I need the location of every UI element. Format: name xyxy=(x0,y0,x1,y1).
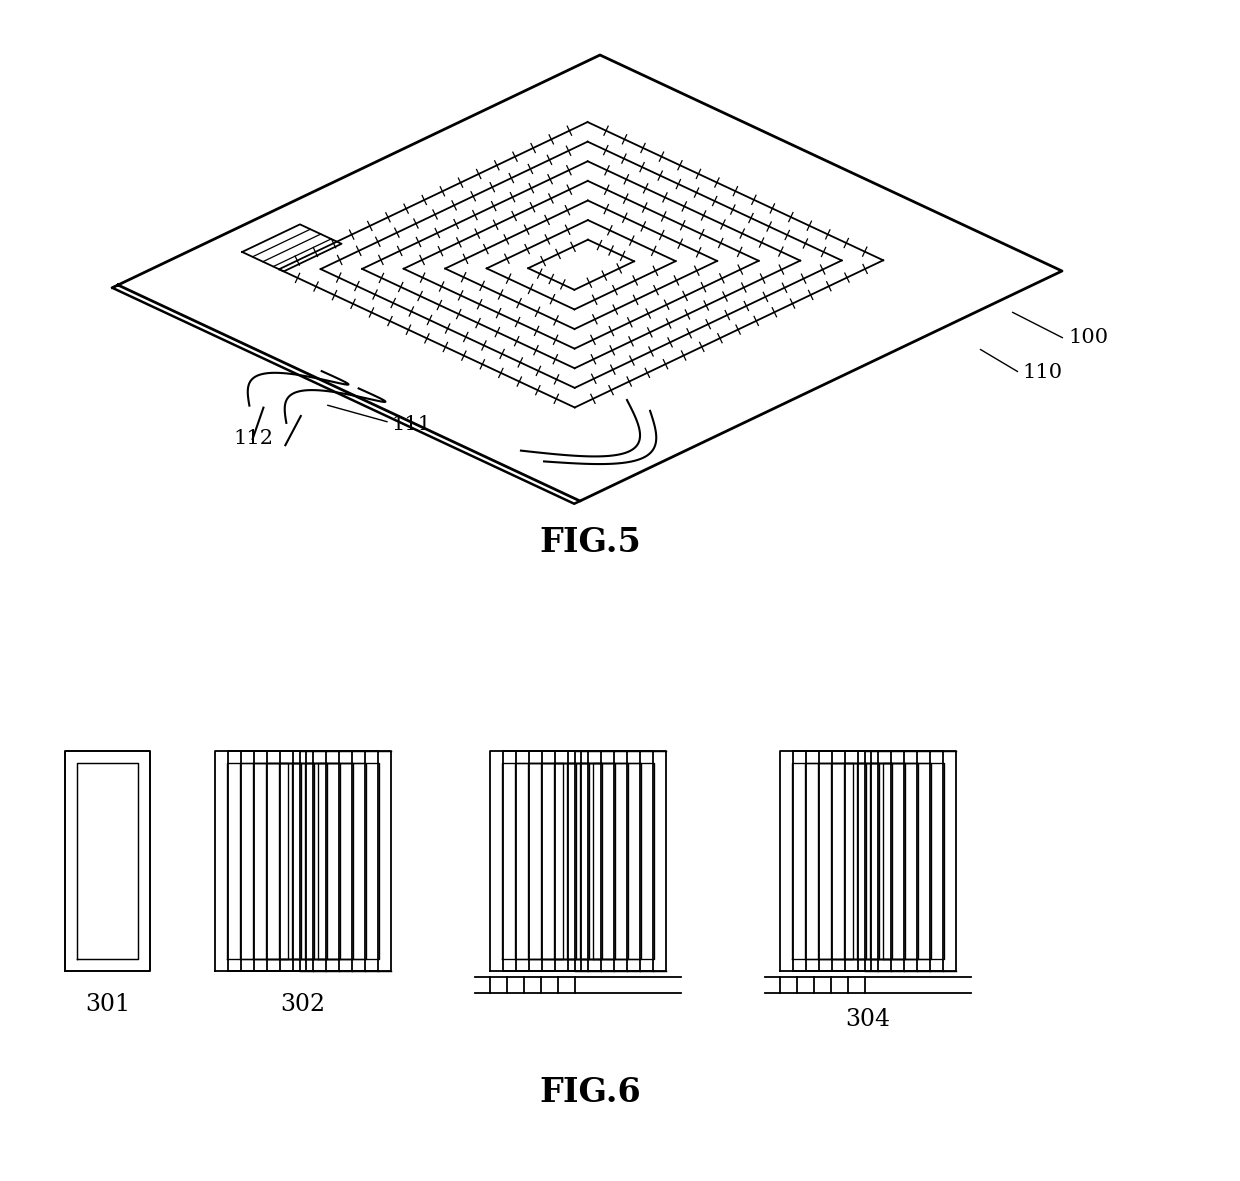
Text: 100: 100 xyxy=(1068,328,1109,347)
Text: FIG.5: FIG.5 xyxy=(539,527,641,560)
Text: 112: 112 xyxy=(234,429,274,448)
Text: 110: 110 xyxy=(1022,363,1063,381)
Text: 304: 304 xyxy=(846,1009,890,1031)
Text: 302: 302 xyxy=(280,993,326,1016)
Text: 111: 111 xyxy=(392,415,432,433)
Text: 301: 301 xyxy=(84,993,130,1016)
Text: FIG.6: FIG.6 xyxy=(539,1077,641,1109)
